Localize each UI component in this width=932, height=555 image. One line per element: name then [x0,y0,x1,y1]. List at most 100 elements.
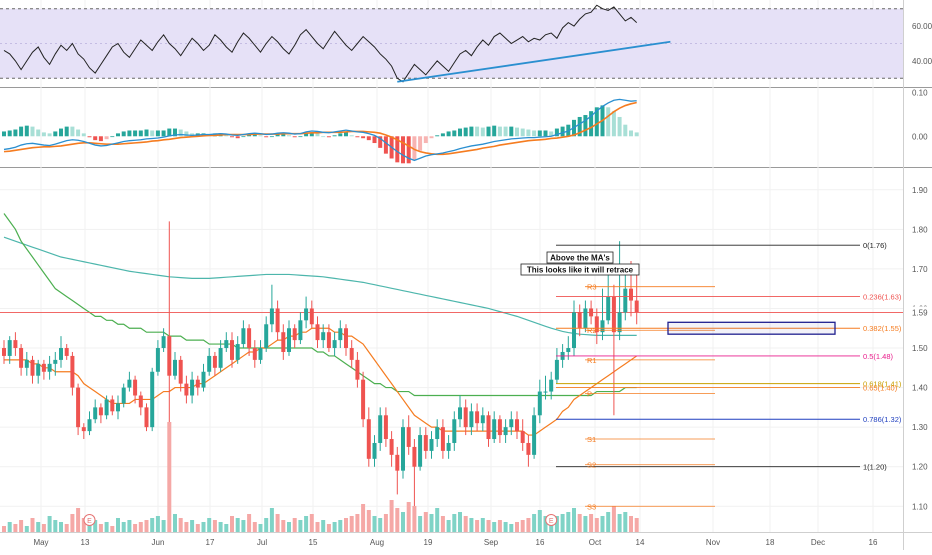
volume-bar [121,522,126,532]
volume-bar [207,518,212,532]
annotation-text: This looks like it will retrace [527,266,634,275]
candle-body [492,419,497,440]
macd-histogram-bar [315,133,320,137]
volume-bar [116,518,120,532]
volume-bar [577,514,582,532]
macd-histogram-bar [463,127,468,137]
volume-bar [110,526,115,532]
earnings-event-label: E [549,518,554,525]
macd-histogram-bar [475,126,480,137]
x-tick-label: 17 [206,538,215,547]
macd-histogram-bar [264,136,269,138]
price-tick-label: 1.70 [912,265,928,274]
macd-histogram-bar [47,133,52,137]
macd-histogram-bar [138,130,143,137]
volume-bar [532,514,537,532]
macd-histogram-bar [127,130,132,137]
macd-histogram-bar [59,128,63,137]
annotation-box [520,263,640,276]
volume-bar [167,422,172,532]
macd-signal-line [3,101,637,156]
price-pane[interactable] [0,213,903,511]
macd-histogram-bar [235,136,240,139]
volume-bar [195,524,200,532]
candle-body [235,344,240,360]
macd-histogram-bar [429,136,434,139]
earnings-event-icon [545,514,558,526]
macd-histogram-bar [543,130,548,137]
candle-body [36,363,41,376]
macd-histogram-bar [167,128,172,137]
macd-histogram-bar [492,125,497,137]
volume-bar [144,520,149,532]
macd-histogram-bar [64,126,69,137]
current-price-tag [904,306,932,319]
price-tick-label: 1.40 [912,384,928,393]
macd-histogram-bar [287,135,291,137]
macd-histogram-bar [19,126,24,137]
candle-body [30,359,35,376]
macd-histogram-bar [344,132,348,137]
candle-body [110,399,115,412]
candle-body [349,348,354,360]
macd-histogram-bar [446,131,451,137]
candle-body [298,320,303,341]
macd-histogram-bar [606,107,611,137]
annotation-text: Above the MA's [550,254,610,263]
moving-average-long [3,236,637,336]
candle-body [526,442,531,455]
volume-bar [127,520,132,532]
volume-bar [537,510,542,532]
macd-histogram-bar [121,131,126,137]
pivot-label: R3 [587,283,597,292]
candle-body [150,371,155,428]
candle-body [549,379,554,392]
volume-bar [338,520,343,532]
candle-body [24,359,29,368]
macd-histogram-bar [224,135,229,137]
candle-body [190,379,195,396]
candle-body [59,348,63,360]
candle-body [2,348,6,356]
candle-body [600,320,605,333]
candle-body [304,308,309,321]
macd-histogram-bar [252,134,257,137]
volume-bar [212,520,217,532]
candle-body [458,407,462,420]
volume-bar [264,518,269,532]
macd-pane[interactable] [2,98,639,164]
macd-histogram-bar [275,134,280,137]
rsi-pane[interactable] [0,4,903,83]
macd-histogram-bar [378,136,383,148]
pivot-label: R1 [587,356,597,365]
macd-histogram-bar [81,133,86,137]
candle-body [469,411,474,428]
rsi-line [3,4,638,83]
volume-bar [87,522,92,532]
volume-bar [173,514,177,532]
macd-histogram-bar [634,132,639,137]
volume-bar [36,522,41,532]
macd-histogram-bar [406,136,411,164]
macd-histogram-bar [355,136,360,138]
pivot-label: R2 [587,326,597,335]
candle-body [566,348,571,352]
price-tick-label: 1.20 [912,463,928,472]
macd-histogram-bar [497,126,502,137]
macd-histogram-bar [401,136,405,164]
macd-histogram-bar [269,136,274,138]
macd-histogram-bar [161,130,166,137]
volume-bar [361,504,366,532]
x-tick-label: Jun [152,538,165,547]
candle-body [383,415,388,440]
volume-bar [298,520,303,532]
macd-histogram-bar [549,131,554,137]
macd-histogram-bar [155,130,160,137]
volume-bar [349,516,354,532]
volume-bar [566,512,571,532]
macd-histogram-bar [629,130,633,137]
macd-histogram-bar [480,127,485,137]
macd-histogram-bar [258,135,263,137]
x-tick-label: Aug [370,538,384,547]
